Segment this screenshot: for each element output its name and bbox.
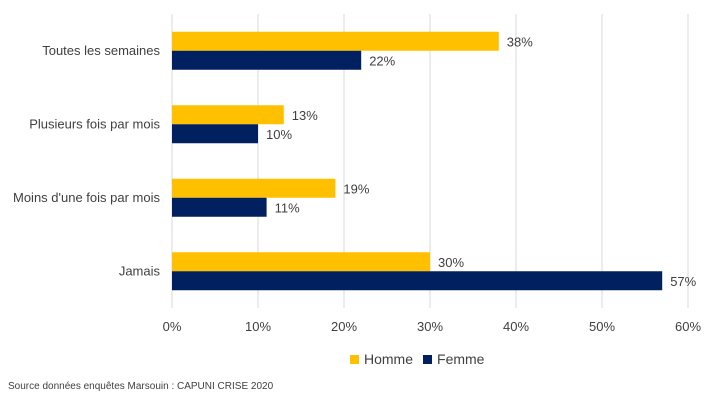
source-note: Source données enquêtes Marsouin : CAPUN… <box>8 381 274 392</box>
category-label: Jamais <box>119 263 161 278</box>
data-label: 30% <box>438 255 464 270</box>
bar-homme <box>172 105 284 125</box>
x-tick-label: 10% <box>245 319 271 334</box>
data-label: 57% <box>670 274 696 289</box>
x-tick-label: 0% <box>163 319 182 334</box>
legend-item-homme: Homme <box>350 351 413 367</box>
x-tick-label: 60% <box>675 319 701 334</box>
data-label: 22% <box>369 53 395 68</box>
bar-femme <box>172 50 362 70</box>
category-label: Moins d'une fois par mois <box>13 190 160 205</box>
legend-label-homme: Homme <box>364 351 414 367</box>
data-label: 38% <box>507 34 533 49</box>
x-tick-label: 50% <box>589 319 615 334</box>
data-label: 11% <box>275 200 300 215</box>
bars <box>172 31 663 291</box>
bar-homme <box>172 31 499 51</box>
category-label: Plusieurs fois par mois <box>29 116 160 131</box>
x-tick-label: 20% <box>331 319 357 334</box>
category-labels: Toutes les semaines Plusieurs fois par mo… <box>13 43 160 279</box>
category-label: Toutes les semaines <box>42 43 160 58</box>
x-tick-label: 30% <box>417 319 443 334</box>
bar-femme <box>172 271 663 291</box>
legend-item-femme: Femme <box>423 351 484 367</box>
data-labels: 38% 22% 13%10% 19% 11% 30% 57% <box>266 34 697 289</box>
bar-homme <box>172 252 430 272</box>
x-tick-label: 40% <box>503 319 529 334</box>
legend: Homme Femme <box>350 351 494 367</box>
legend-label-femme: Femme <box>437 351 485 367</box>
legend-swatch-femme <box>423 354 433 364</box>
bar-homme <box>172 178 336 198</box>
data-label: 10% <box>266 127 292 142</box>
bar-femme <box>172 197 267 217</box>
data-label: 13% <box>292 108 318 123</box>
data-label: 19% <box>343 181 369 196</box>
x-axis-tick-labels: 0% 10% 20% 30% 40% 50% 60% <box>163 319 702 334</box>
bar-femme <box>172 124 258 144</box>
legend-swatch-homme <box>350 354 359 364</box>
